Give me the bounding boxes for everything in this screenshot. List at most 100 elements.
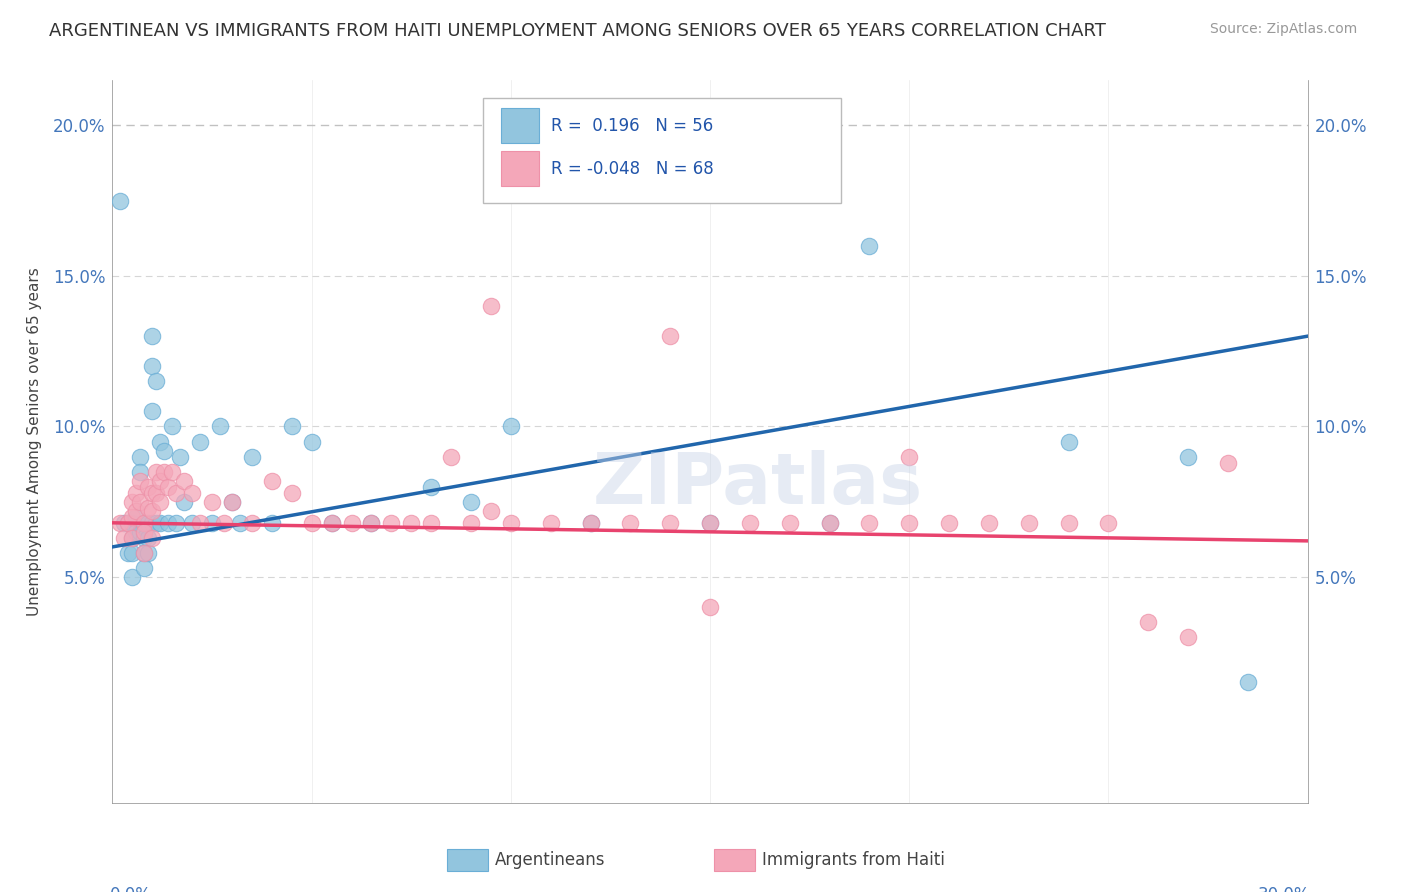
Point: [240, 516, 263, 530]
Point: [699, 516, 721, 530]
Point: [121, 531, 143, 545]
Point: [460, 494, 482, 508]
Point: [579, 516, 602, 530]
Point: [145, 374, 167, 388]
Point: [540, 516, 562, 530]
Point: [281, 485, 304, 500]
Point: [188, 516, 211, 530]
Point: [201, 516, 224, 530]
Point: [141, 404, 163, 418]
Point: [121, 509, 143, 524]
Text: Source: ZipAtlas.com: Source: ZipAtlas.com: [1209, 22, 1357, 37]
Point: [149, 494, 172, 508]
Point: [157, 516, 180, 530]
Point: [125, 504, 148, 518]
Point: [479, 299, 502, 313]
Point: [1237, 675, 1260, 690]
Text: ARGENTINEAN VS IMMIGRANTS FROM HAITI UNEMPLOYMENT AMONG SENIORS OVER 65 YEARS CO: ARGENTINEAN VS IMMIGRANTS FROM HAITI UNE…: [49, 22, 1107, 40]
Point: [818, 516, 841, 530]
Point: [181, 485, 204, 500]
Point: [134, 516, 156, 530]
Point: [145, 485, 167, 500]
Point: [173, 494, 195, 508]
Point: [110, 516, 132, 530]
Point: [1018, 516, 1040, 530]
Text: R = -0.048   N = 68: R = -0.048 N = 68: [551, 161, 714, 178]
FancyBboxPatch shape: [484, 98, 842, 203]
Point: [460, 516, 482, 530]
Point: [141, 516, 163, 530]
Point: [240, 450, 263, 464]
Text: Immigrants from Haiti: Immigrants from Haiti: [762, 851, 945, 869]
Text: R =  0.196   N = 56: R = 0.196 N = 56: [551, 117, 713, 135]
Point: [898, 516, 921, 530]
Point: [360, 516, 382, 530]
Point: [149, 434, 172, 449]
Point: [938, 516, 960, 530]
Point: [499, 516, 522, 530]
Point: [169, 450, 191, 464]
Point: [138, 546, 160, 560]
Point: [619, 516, 641, 530]
Point: [420, 516, 443, 530]
Point: [117, 546, 139, 560]
Point: [977, 516, 1000, 530]
Point: [134, 531, 156, 545]
Point: [138, 480, 160, 494]
Point: [699, 516, 721, 530]
Point: [117, 516, 139, 530]
Point: [1057, 516, 1080, 530]
Point: [121, 531, 143, 545]
Point: [360, 516, 382, 530]
Point: [440, 450, 463, 464]
Point: [188, 434, 211, 449]
FancyBboxPatch shape: [501, 151, 538, 186]
Point: [114, 516, 135, 530]
Point: [779, 516, 801, 530]
Point: [301, 434, 323, 449]
Point: [209, 419, 232, 434]
Point: [340, 516, 363, 530]
Point: [134, 546, 156, 560]
Point: [499, 419, 522, 434]
Point: [117, 516, 139, 530]
Point: [129, 494, 152, 508]
Point: [229, 516, 252, 530]
Point: [301, 516, 323, 530]
Point: [141, 531, 163, 545]
Point: [129, 465, 152, 479]
Point: [281, 419, 304, 434]
Point: [145, 516, 167, 530]
Text: 0.0%: 0.0%: [110, 886, 152, 892]
Point: [1057, 434, 1080, 449]
Point: [141, 329, 163, 343]
Point: [260, 474, 283, 488]
Point: [121, 570, 143, 584]
Point: [138, 500, 160, 515]
Point: [1177, 630, 1199, 644]
Point: [157, 480, 180, 494]
Point: [141, 485, 163, 500]
Point: [659, 516, 682, 530]
Point: [420, 480, 443, 494]
Point: [898, 450, 921, 464]
Point: [138, 516, 160, 530]
Point: [134, 561, 156, 575]
Point: [141, 359, 163, 374]
Point: [1137, 615, 1160, 630]
Point: [121, 516, 143, 530]
Point: [1177, 450, 1199, 464]
Point: [145, 465, 167, 479]
Point: [818, 516, 841, 530]
Point: [321, 516, 343, 530]
Point: [125, 524, 148, 539]
Point: [380, 516, 402, 530]
Point: [165, 516, 187, 530]
Point: [121, 494, 143, 508]
Point: [221, 494, 243, 508]
Point: [1097, 516, 1119, 530]
Point: [260, 516, 283, 530]
Point: [659, 329, 682, 343]
Y-axis label: Unemployment Among Seniors over 65 years: Unemployment Among Seniors over 65 years: [27, 268, 42, 615]
Point: [201, 494, 224, 508]
